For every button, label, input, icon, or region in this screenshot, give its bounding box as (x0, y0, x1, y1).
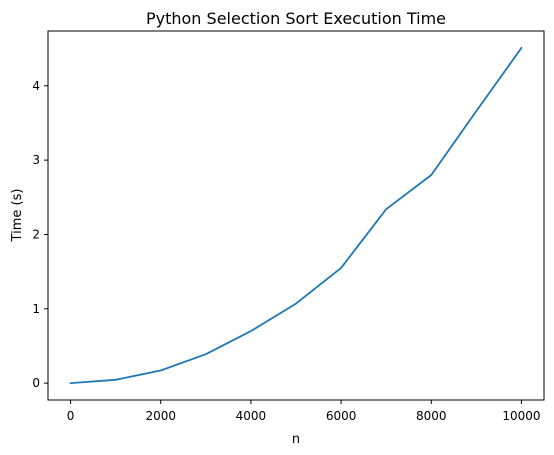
x-tick-label-5: 8000 (416, 409, 447, 423)
y-axis-label: Time (s) (10, 189, 25, 243)
y-tick-label-3: 2 (32, 227, 40, 241)
chart-title: Python Selection Sort Execution Time (146, 9, 446, 28)
y-tick-label-4: 3 (32, 153, 40, 167)
y-tick-label-5: 4 (32, 79, 40, 93)
series-line-1 (71, 48, 522, 383)
y-tick-label-2: 1 (32, 302, 40, 316)
plot-frame (48, 31, 544, 400)
y-tick-label-1: 0 (32, 376, 40, 390)
x-axis-label: n (292, 432, 300, 447)
x-tick-label-3: 4000 (236, 409, 267, 423)
x-tick-label-6: 10000 (502, 409, 540, 423)
x-tick-label-2: 2000 (145, 409, 176, 423)
x-tick-label-1: 0 (67, 409, 75, 423)
x-tick-label-4: 6000 (326, 409, 357, 423)
